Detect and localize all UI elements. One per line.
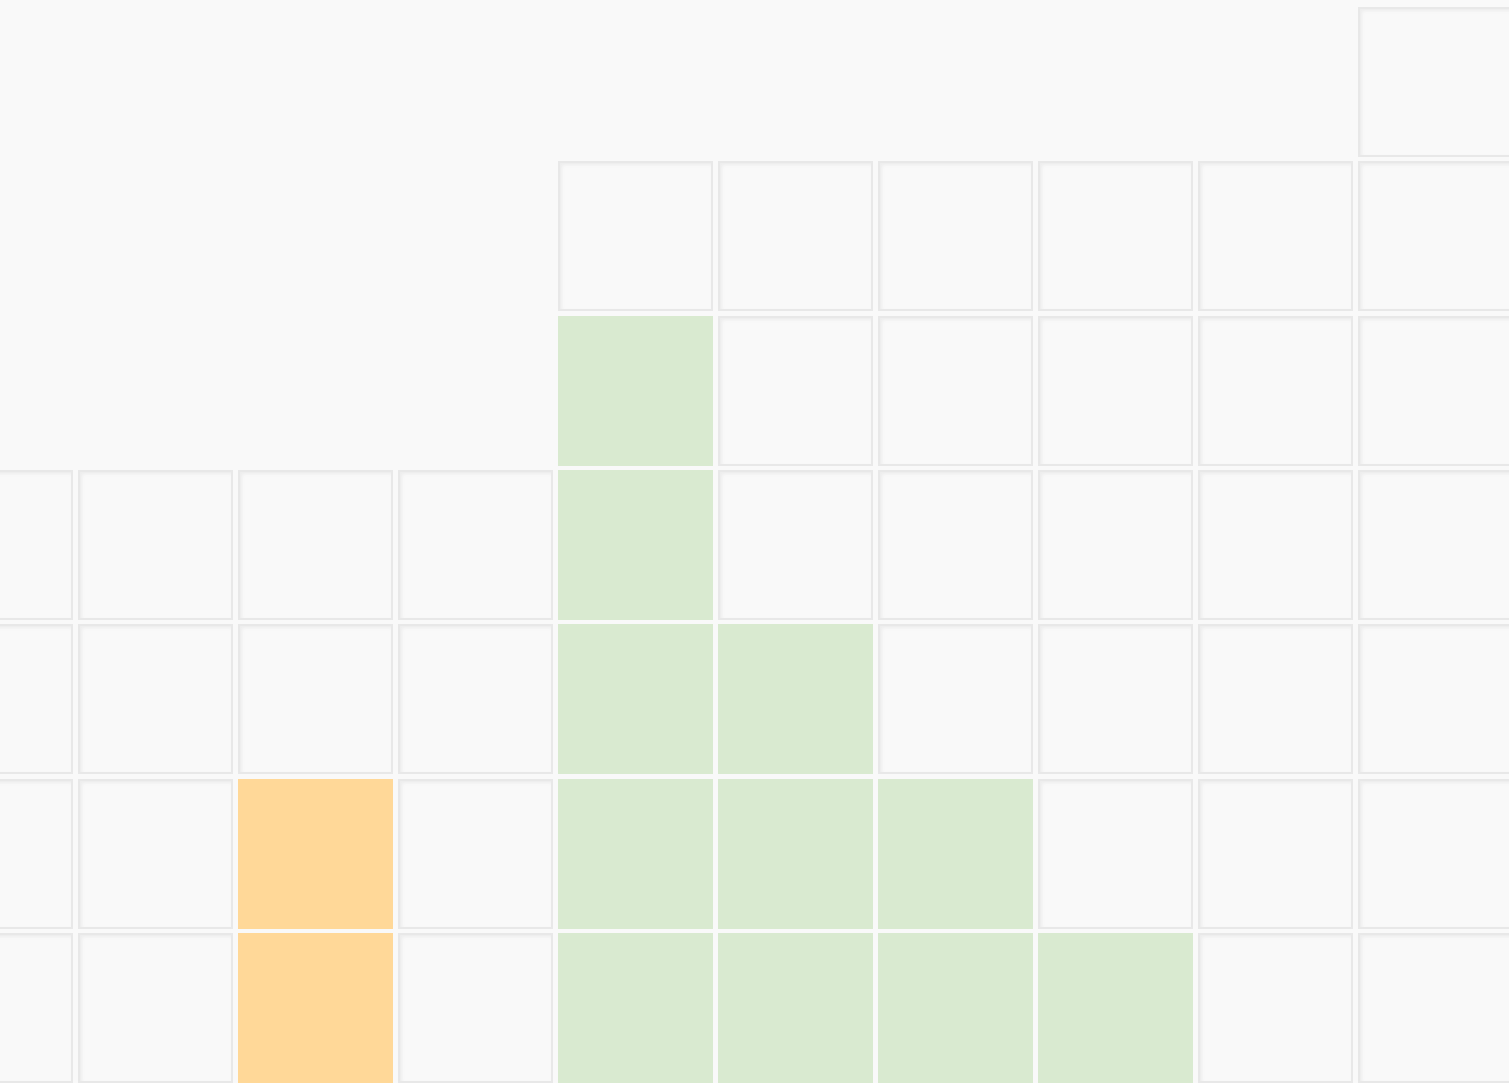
empty-cell[interactable] xyxy=(718,161,873,312)
empty-cell[interactable] xyxy=(1358,778,1509,929)
green-cell[interactable] xyxy=(558,778,713,929)
empty-cell[interactable] xyxy=(1358,932,1509,1083)
empty-cell[interactable] xyxy=(1198,624,1353,775)
empty-cell[interactable] xyxy=(1038,315,1193,466)
empty-cell[interactable] xyxy=(1038,469,1193,620)
empty-cell[interactable] xyxy=(78,624,233,775)
green-cell[interactable] xyxy=(1038,932,1193,1083)
empty-cell[interactable] xyxy=(0,624,73,775)
empty-cell[interactable] xyxy=(1358,161,1509,312)
empty-cell[interactable] xyxy=(398,624,553,775)
green-cell[interactable] xyxy=(558,932,713,1083)
green-cell[interactable] xyxy=(718,624,873,775)
empty-cell[interactable] xyxy=(1358,469,1509,620)
empty-cell[interactable] xyxy=(238,469,393,620)
empty-cell[interactable] xyxy=(0,778,73,929)
empty-cell[interactable] xyxy=(0,932,73,1083)
empty-cell[interactable] xyxy=(1038,161,1193,312)
empty-cell[interactable] xyxy=(1198,469,1353,620)
orange-cell[interactable] xyxy=(238,778,393,929)
empty-cell[interactable] xyxy=(878,624,1033,775)
empty-cell[interactable] xyxy=(1198,932,1353,1083)
empty-cell[interactable] xyxy=(398,778,553,929)
green-cell[interactable] xyxy=(718,778,873,929)
empty-cell[interactable] xyxy=(1198,315,1353,466)
empty-cell[interactable] xyxy=(398,932,553,1083)
empty-cell[interactable] xyxy=(78,778,233,929)
empty-cell[interactable] xyxy=(1038,624,1193,775)
empty-cell[interactable] xyxy=(878,315,1033,466)
empty-cell[interactable] xyxy=(0,469,73,620)
empty-cell[interactable] xyxy=(878,469,1033,620)
green-cell[interactable] xyxy=(878,778,1033,929)
empty-cell[interactable] xyxy=(878,161,1033,312)
empty-cell[interactable] xyxy=(558,161,713,312)
empty-cell[interactable] xyxy=(1198,161,1353,312)
orange-cell[interactable] xyxy=(238,932,393,1083)
empty-cell[interactable] xyxy=(1198,778,1353,929)
empty-cell[interactable] xyxy=(78,932,233,1083)
empty-cell[interactable] xyxy=(1038,778,1193,929)
green-cell[interactable] xyxy=(878,932,1033,1083)
empty-cell[interactable] xyxy=(1358,624,1509,775)
empty-cell[interactable] xyxy=(1358,315,1509,466)
green-cell[interactable] xyxy=(558,469,713,620)
green-cell[interactable] xyxy=(718,932,873,1083)
empty-cell[interactable] xyxy=(718,315,873,466)
empty-cell[interactable] xyxy=(718,469,873,620)
empty-cell[interactable] xyxy=(238,624,393,775)
empty-cell[interactable] xyxy=(1358,7,1509,157)
green-cell[interactable] xyxy=(558,315,713,466)
empty-cell[interactable] xyxy=(78,469,233,620)
green-cell[interactable] xyxy=(558,624,713,775)
empty-cell[interactable] xyxy=(398,469,553,620)
